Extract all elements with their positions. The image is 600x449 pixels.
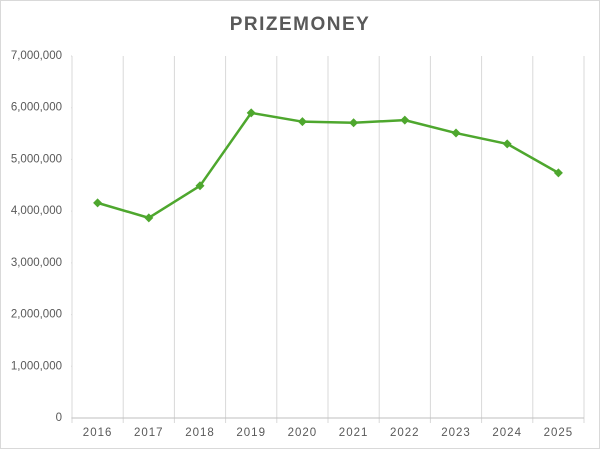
x-tick-label: 2018 — [185, 427, 215, 439]
x-tick-label: 2019 — [236, 427, 266, 439]
y-tick-label: 6,000,000 — [11, 102, 62, 114]
x-tick-label: 2020 — [288, 427, 318, 439]
y-tick-label: 5,000,000 — [11, 153, 62, 165]
x-tick-label: 2017 — [134, 427, 164, 439]
data-point — [553, 168, 563, 178]
x-tick-label: 2024 — [492, 427, 522, 439]
data-point — [144, 213, 154, 223]
data-point — [502, 139, 512, 149]
data-point — [246, 108, 256, 118]
x-tick-label: 2025 — [544, 427, 574, 439]
y-tick-label: 3,000,000 — [11, 257, 62, 269]
x-tick-label: 2023 — [441, 427, 471, 439]
data-point — [451, 128, 461, 138]
data-point — [400, 115, 410, 125]
chart-title: PRIZEMONEY — [230, 14, 371, 35]
x-tick-label: 2016 — [83, 427, 113, 439]
data-point — [93, 198, 103, 208]
data-point — [349, 118, 359, 128]
y-tick-label: 2,000,000 — [11, 309, 62, 321]
data-point — [195, 181, 205, 191]
y-tick-label: 0 — [56, 412, 62, 424]
data-line — [97, 111, 560, 220]
x-tick-label: 2022 — [390, 427, 420, 439]
y-tick-label: 1,000,000 — [11, 360, 62, 372]
y-tick-label: 4,000,000 — [11, 205, 62, 217]
data-point — [297, 117, 307, 127]
y-tick-label: 7,000,000 — [11, 50, 62, 62]
x-tick-label: 2021 — [339, 427, 369, 439]
